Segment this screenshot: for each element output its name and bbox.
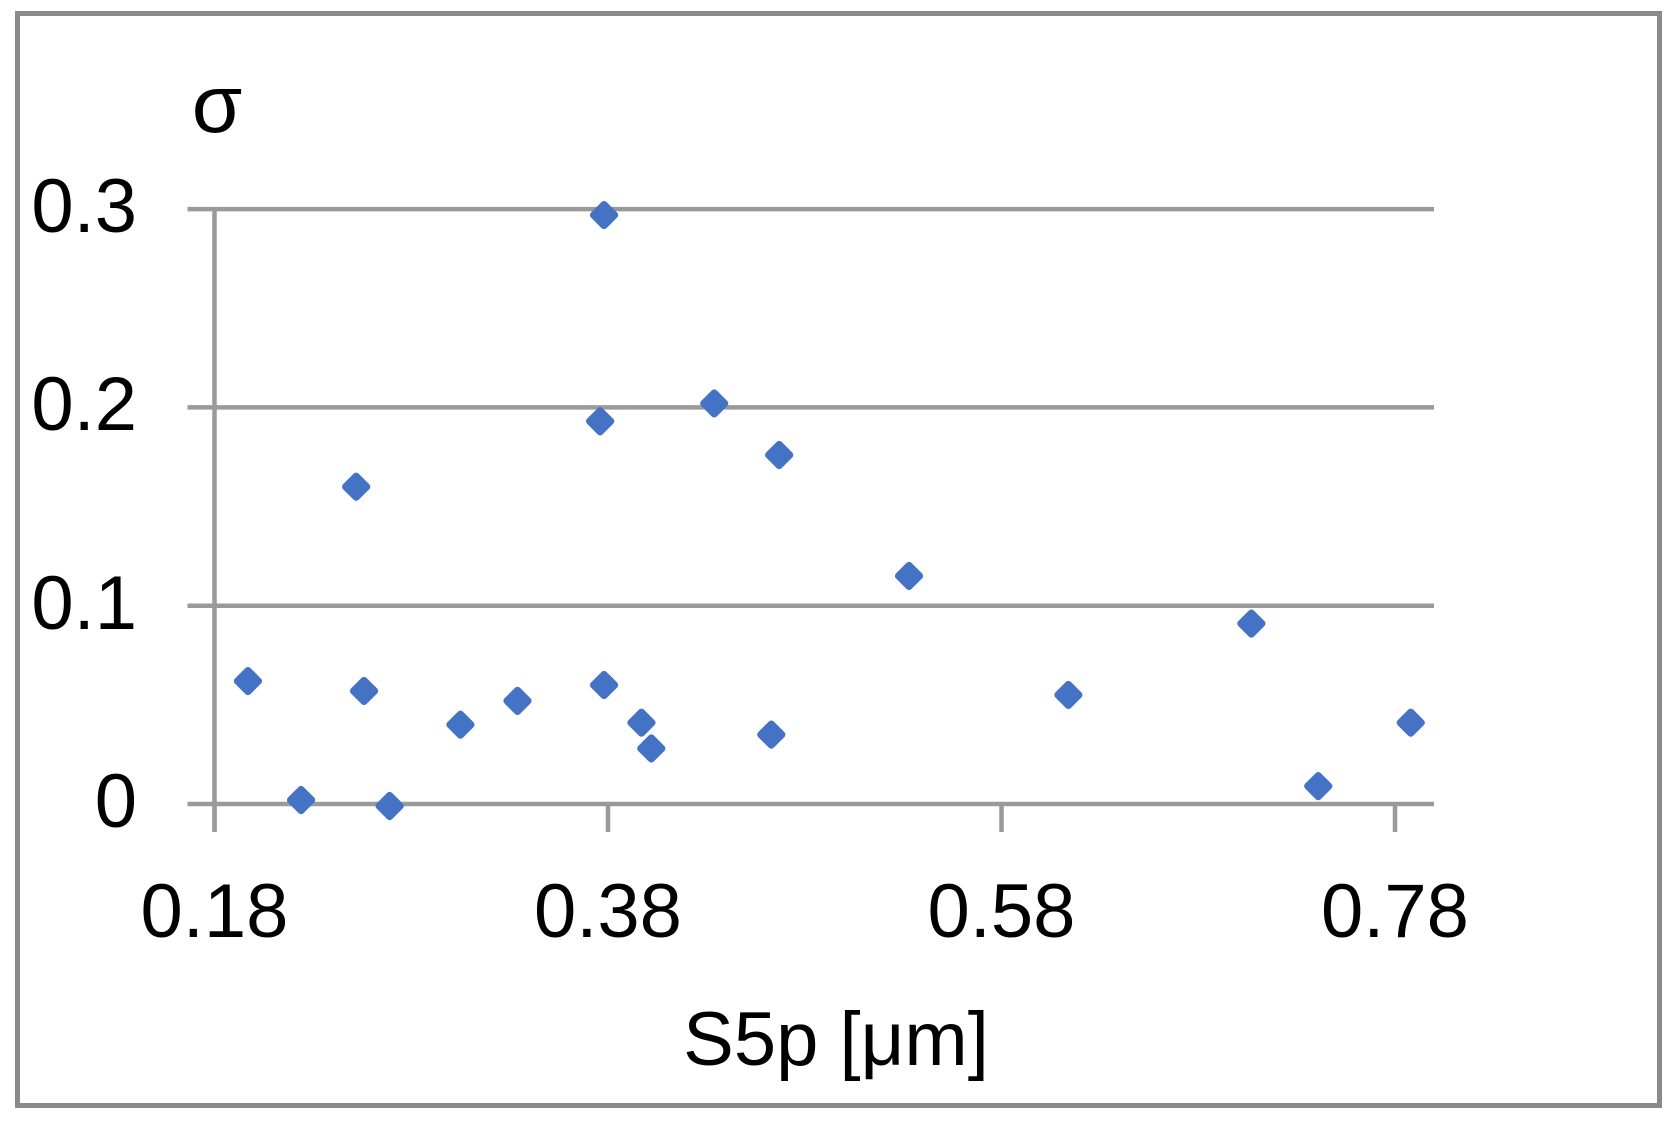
data-point-marker xyxy=(589,200,619,230)
data-point-marker xyxy=(586,407,615,436)
data-point-marker xyxy=(233,666,263,696)
x-tick-label: 0.38 xyxy=(534,869,682,954)
y-tick-label: 0.1 xyxy=(31,560,137,646)
data-point-marker xyxy=(1054,680,1083,710)
y-tick-label: 0.2 xyxy=(31,362,137,448)
data-point-marker xyxy=(700,389,729,418)
x-axis-title: S5p [μm] xyxy=(683,997,989,1082)
data-point-marker xyxy=(342,472,371,501)
x-tick-label: 0.58 xyxy=(927,869,1076,954)
data-point-marker xyxy=(446,710,475,739)
y-tick-label: 0 xyxy=(94,759,137,844)
x-tick-label: 0.78 xyxy=(1321,869,1469,954)
y-tick-label: 0.3 xyxy=(31,164,137,250)
data-point-marker xyxy=(765,440,794,470)
x-tick-label: 0.18 xyxy=(140,869,289,954)
chart-border xyxy=(15,11,1662,1108)
data-point-marker xyxy=(349,676,379,706)
data-point-marker xyxy=(503,686,532,715)
data-point-marker xyxy=(627,708,656,737)
data-point-marker xyxy=(1304,772,1333,801)
data-point-marker xyxy=(286,785,316,815)
y-axis-label: σ xyxy=(191,59,243,150)
data-point-marker xyxy=(375,791,404,821)
data-point-marker xyxy=(589,670,619,700)
data-point-marker xyxy=(1237,609,1266,638)
data-point-marker xyxy=(757,720,786,749)
data-point-marker xyxy=(637,734,666,763)
data-point-marker xyxy=(894,561,924,591)
data-point-marker xyxy=(1396,708,1425,737)
